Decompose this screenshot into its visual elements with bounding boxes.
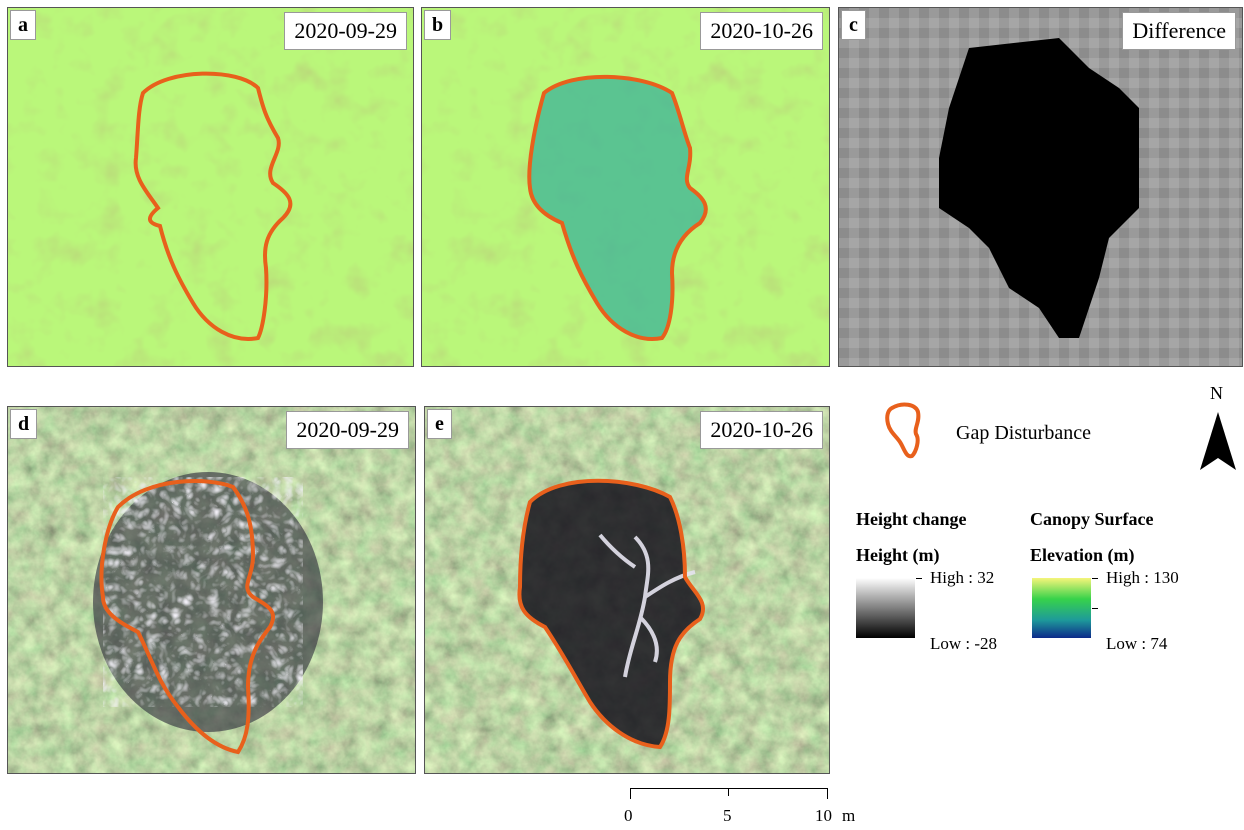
canopy-elevation-color-ramp xyxy=(1032,578,1091,638)
rgb-raster-e xyxy=(425,407,829,773)
north-arrow-icon xyxy=(1200,412,1236,470)
panel-e-rgb-image: e 2020-10-26 xyxy=(424,406,830,774)
panel-letter: e xyxy=(427,409,452,439)
height-change-subtitle: Height (m) xyxy=(856,545,940,565)
gap-outline-symbol xyxy=(885,402,921,459)
gap-disturbance-label: Gap Disturbance xyxy=(956,422,1091,444)
gap-outline-b xyxy=(527,74,708,341)
panel-c-height-difference: c Difference xyxy=(838,7,1243,367)
panel-letter: b xyxy=(424,10,452,40)
panel-letter: c xyxy=(841,10,866,40)
dead-tree-branches xyxy=(598,533,696,678)
canopy-surface-title: Canopy Surface xyxy=(1030,509,1154,529)
gap-outline-a xyxy=(133,71,293,341)
panel-a-canopy-height: a 2020-09-29 xyxy=(7,7,414,367)
panel-date-label: 2020-10-26 xyxy=(700,411,823,449)
panel-d-rgb-image: d 2020-09-29 xyxy=(7,406,416,774)
scale-tick-10: 10 xyxy=(815,806,832,825)
panel-date-label: 2020-09-29 xyxy=(286,411,409,449)
panel-letter: a xyxy=(10,10,36,40)
panel-date-label: 2020-09-29 xyxy=(284,12,407,50)
difference-raster xyxy=(839,8,1242,366)
canopy-high-label: High : 130 xyxy=(1106,568,1179,587)
rgb-raster-d xyxy=(8,407,415,773)
canopy-surface-subtitle: Elevation (m) xyxy=(1030,545,1135,565)
panel-letter: d xyxy=(10,409,38,439)
panel-date-label: 2020-10-26 xyxy=(700,12,823,50)
canopy-raster-b xyxy=(422,8,829,366)
panel-b-canopy-height: b 2020-10-26 xyxy=(421,7,830,367)
canopy-raster-a xyxy=(8,8,413,366)
scale-tick-0: 0 xyxy=(624,806,633,825)
scale-tick-5: 5 xyxy=(723,806,732,825)
gap-outline-d xyxy=(99,479,276,755)
height-change-low-label: Low : -28 xyxy=(930,634,998,653)
scale-unit: m xyxy=(842,806,856,825)
north-label: N xyxy=(1210,383,1223,403)
panel-label: Difference xyxy=(1122,12,1236,50)
gap-outline-e xyxy=(517,478,705,750)
height-change-color-ramp xyxy=(856,578,915,638)
height-change-title: Height change xyxy=(856,509,967,529)
canopy-low-label: Low : 74 xyxy=(1106,634,1168,653)
height-change-high-label: High : 32 xyxy=(930,568,995,587)
